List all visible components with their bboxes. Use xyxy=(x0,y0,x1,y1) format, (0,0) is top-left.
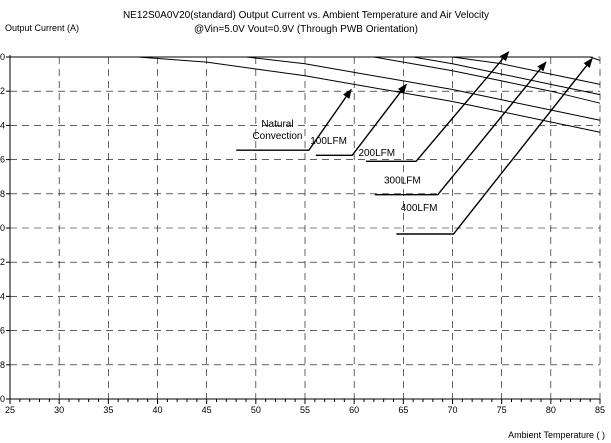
y-tick-label: 2 xyxy=(0,86,5,96)
tick-labels: 25 30 35 40 45 50 55 60 65 70 75 80 85 0 8 6 4 2 0 8 6 4 2 0 xyxy=(0,52,605,415)
x-tick-label: 85 xyxy=(595,405,605,415)
annotation-arrow xyxy=(236,88,352,151)
y-tick-label: 6 xyxy=(0,155,5,165)
annotation-arrow xyxy=(396,57,593,235)
x-axis-label: Ambient Temperature ( ) xyxy=(508,430,605,440)
annotation-label: 400LFM xyxy=(401,203,438,214)
x-tick-label: 75 xyxy=(497,405,507,415)
series xyxy=(10,56,601,133)
grid xyxy=(10,56,601,399)
y-tick-label: 4 xyxy=(0,291,5,301)
y-tick-label: 2 xyxy=(0,257,5,267)
x-tick-label: 25 xyxy=(5,405,15,415)
x-tick-label: 55 xyxy=(300,405,310,415)
series-line xyxy=(10,56,601,121)
y-axis-label: Output Current (A) xyxy=(5,23,79,33)
y-tick-label: 6 xyxy=(0,326,5,336)
y-tick-label: 4 xyxy=(0,120,5,130)
y-tick-label: 0 xyxy=(0,223,5,233)
annotation-label: Natural xyxy=(261,119,293,130)
y-tick-label: 8 xyxy=(0,189,5,199)
x-tick-label: 70 xyxy=(447,405,457,415)
x-tick-label: 50 xyxy=(251,405,261,415)
chart-title: NE12S0A0V20(standard) Output Current vs.… xyxy=(123,10,489,21)
annotation-arrow xyxy=(374,61,547,196)
annotation-label: 100LFM xyxy=(310,136,347,147)
annotation-label: Convection xyxy=(252,131,302,142)
annotation-label: 300LFM xyxy=(384,176,421,187)
y-tick-label: 0 xyxy=(0,52,5,62)
annotation-label: 200LFM xyxy=(358,148,395,159)
x-tick-label: 65 xyxy=(398,405,408,415)
series-line xyxy=(10,56,601,61)
y-tick-label: 8 xyxy=(0,360,5,370)
annotation-arrow xyxy=(366,51,510,163)
x-tick-label: 40 xyxy=(152,405,162,415)
series-line xyxy=(10,56,601,133)
annotation-arrow xyxy=(315,83,407,157)
x-tick-label: 80 xyxy=(546,405,556,415)
x-tick-label: 60 xyxy=(349,405,359,415)
x-tick-label: 35 xyxy=(103,405,113,415)
x-tick-label: 30 xyxy=(54,405,64,415)
x-tick-label: 45 xyxy=(202,405,212,415)
y-tick-label: 0 xyxy=(0,394,5,404)
axes xyxy=(6,55,601,404)
chart-subtitle: @Vin=5.0V Vout=0.9V (Through PWB Orienta… xyxy=(194,24,418,35)
